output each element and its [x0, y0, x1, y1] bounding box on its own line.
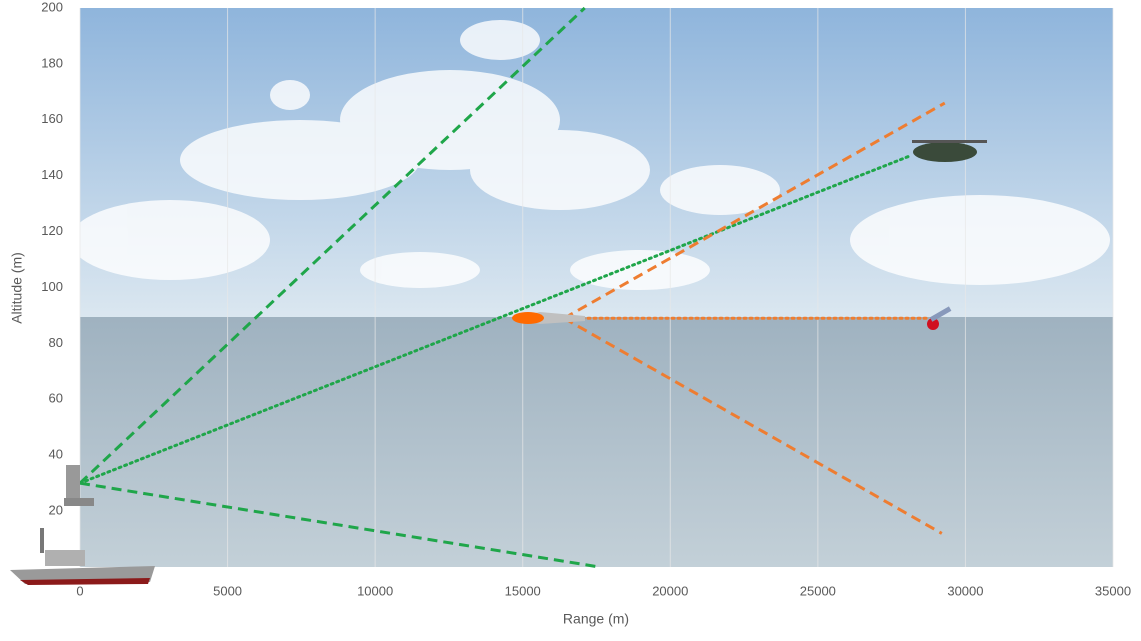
y-tick-label: 20 — [49, 503, 63, 518]
x-tick-label: 0 — [76, 583, 83, 598]
x-tick-label: 30000 — [947, 583, 983, 598]
y-tick-label: 60 — [49, 391, 63, 406]
y-tick-label: 140 — [41, 167, 63, 182]
y-tick-label: 120 — [41, 223, 63, 238]
y-tick-label: 80 — [49, 335, 63, 350]
y-axis-label: Altitude (m) — [9, 252, 25, 324]
chart: 0 5000 10000 15000 20000 25000 30000 35000 20 40 6… — [0, 0, 1141, 636]
x-tick-label: 25000 — [800, 583, 836, 598]
x-tick-label: 15000 — [505, 583, 541, 598]
background — [70, 8, 1113, 567]
x-tick-label: 10000 — [357, 583, 393, 598]
y-tick-label: 180 — [41, 55, 63, 70]
x-axis-label: Range (m) — [563, 611, 629, 627]
y-tick-label: 100 — [41, 279, 63, 294]
y-tick-label: 200 — [41, 0, 63, 14]
y-tick-label: 160 — [41, 111, 63, 126]
x-tick-label: 20000 — [652, 583, 688, 598]
x-tick-label: 5000 — [213, 583, 242, 598]
y-tick-label: 40 — [49, 447, 63, 462]
x-tick-label: 35000 — [1095, 583, 1131, 598]
